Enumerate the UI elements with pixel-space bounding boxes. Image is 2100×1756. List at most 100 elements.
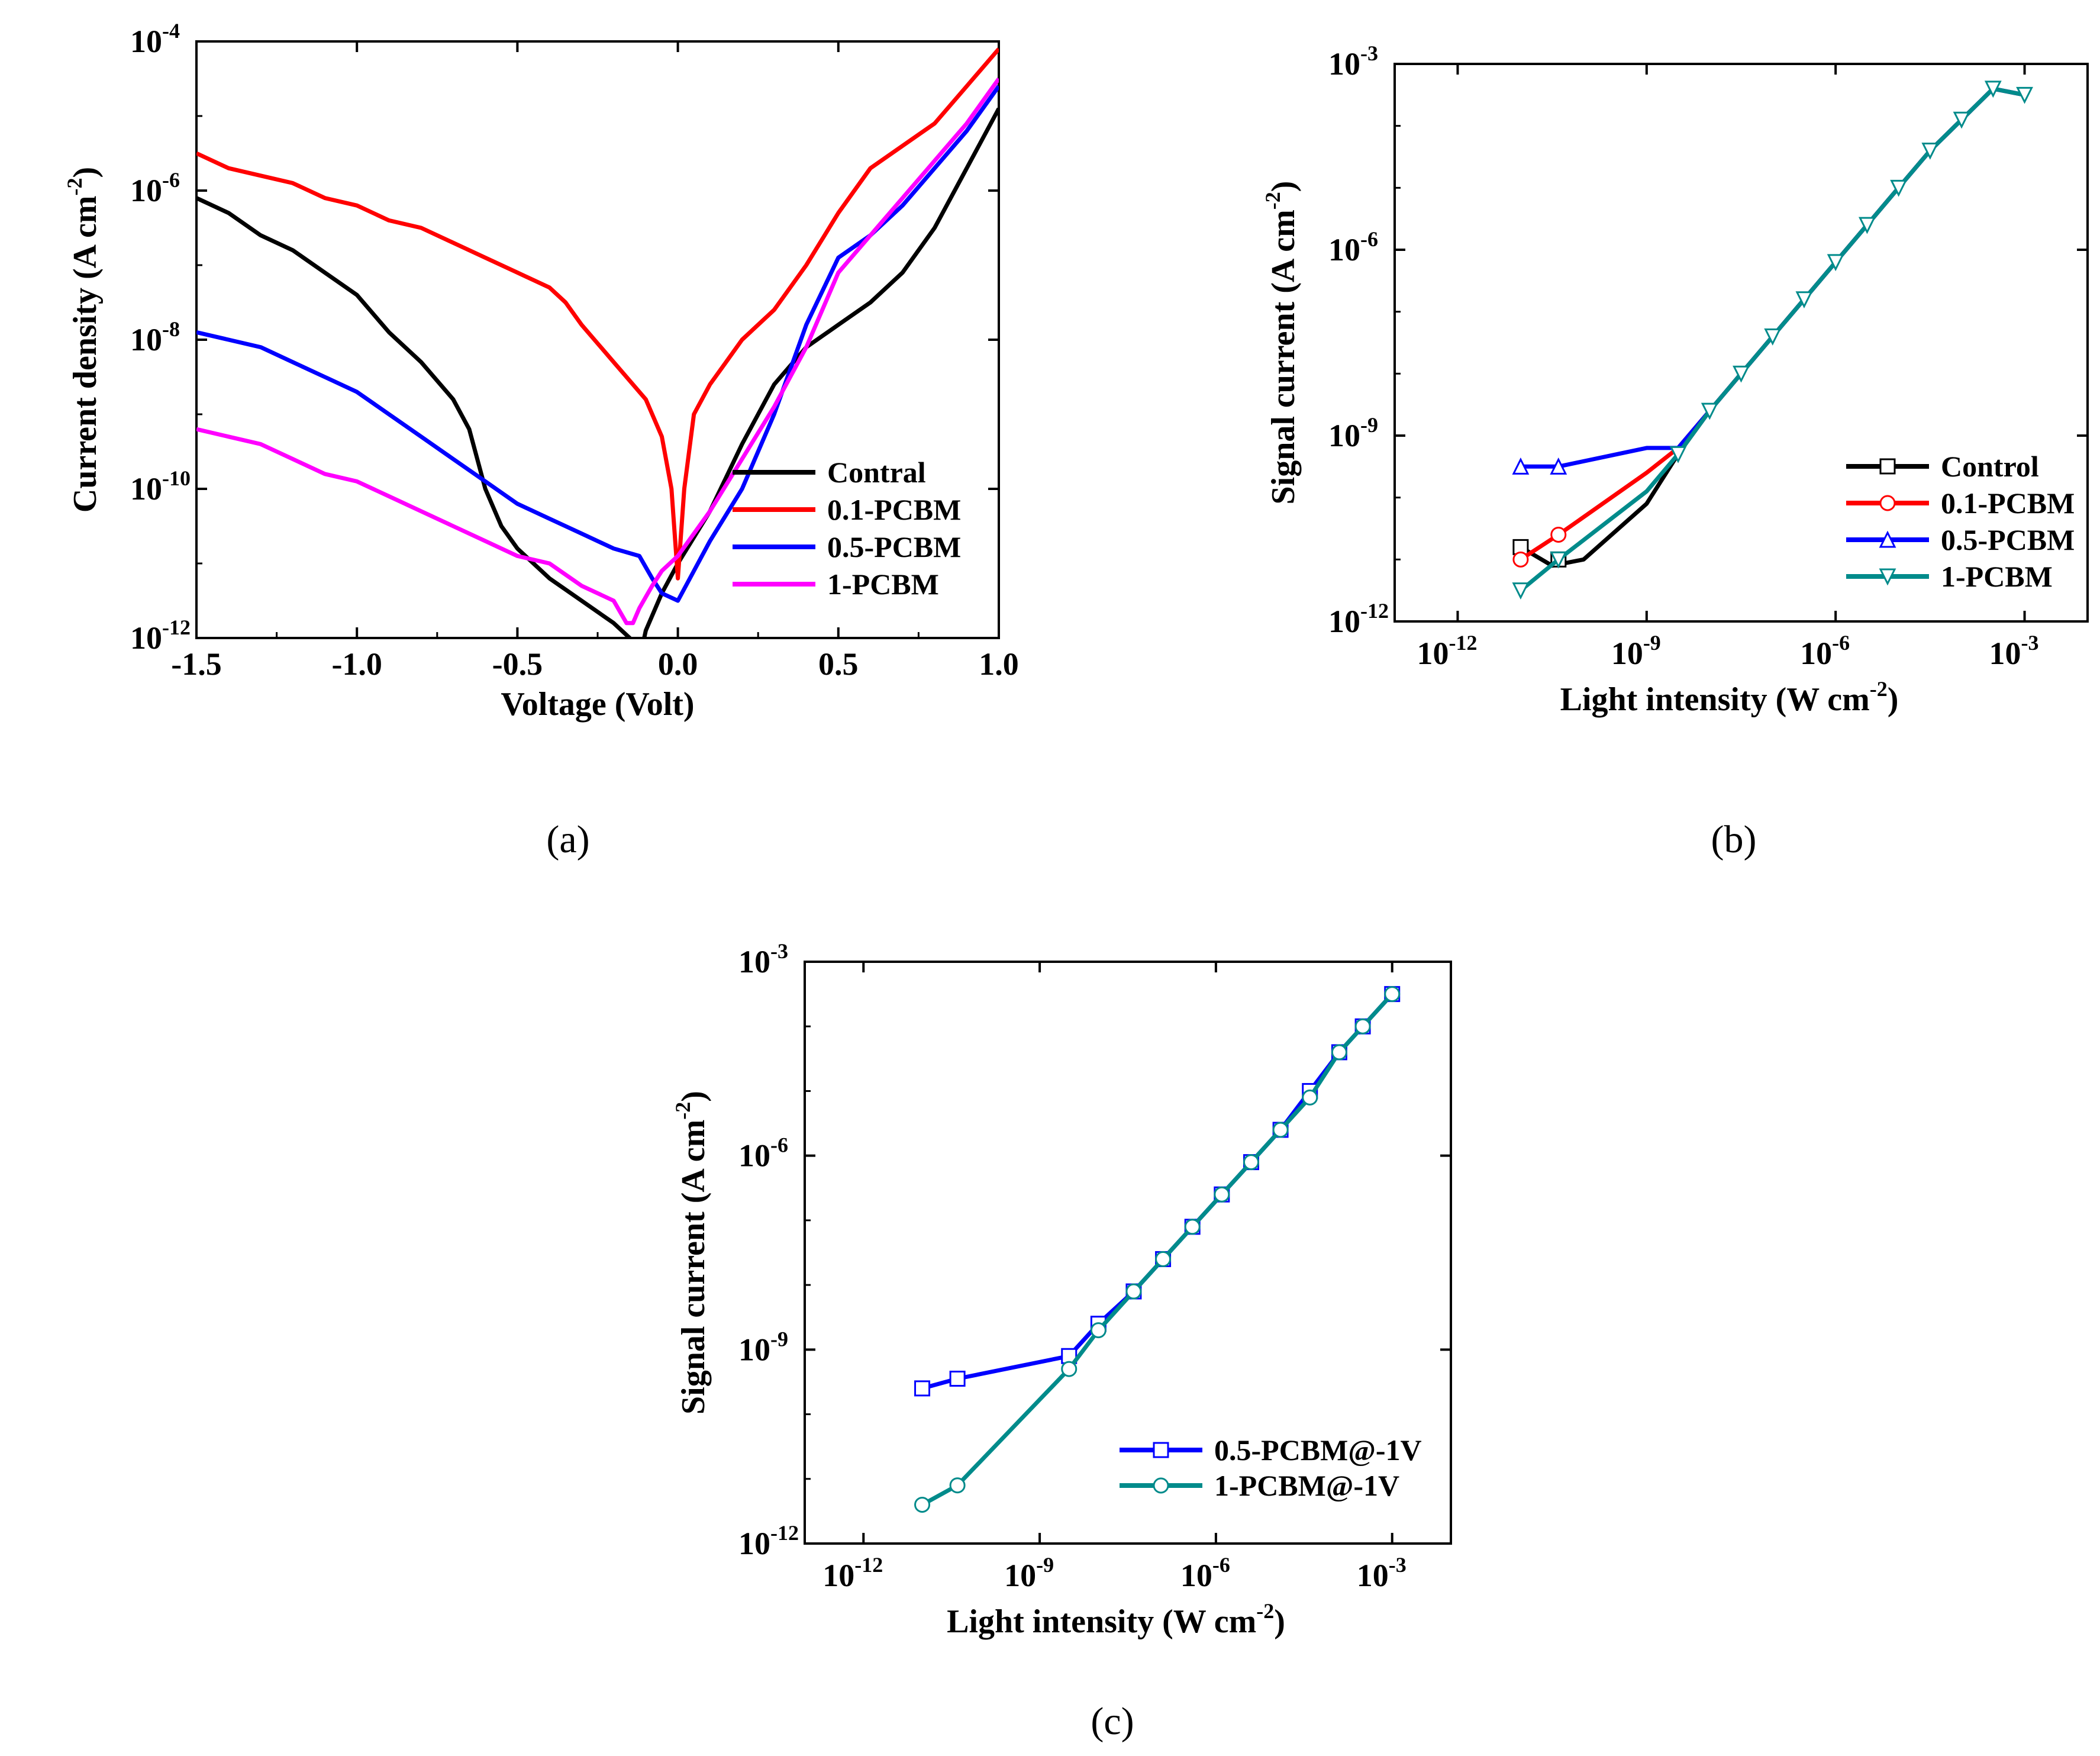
legend-label: 1-PCBM [827,568,939,601]
legend-label: 0.5-PCBM [827,530,961,563]
data-point [1953,111,1970,129]
data-point [1384,986,1401,1003]
chart-b: 10-12 10-9 10-6 10-310-1210-910-610-3Light … [1261,41,2089,861]
legend-marker [1879,568,1896,586]
x-tick-label: 10-12 [1417,631,1477,671]
series-line-0.1-PCBM [196,47,999,581]
legend-label: 1-PCBM@-1V [1214,1469,1399,1502]
plot-frame [1393,63,2089,623]
legend-label: 0.5-PCBM@-1V [1214,1433,1422,1467]
y-tick-label-text: 10-3 [738,939,788,980]
y-tick-label-sup: -12 [162,616,191,639]
legend-marker [1153,1442,1169,1458]
data-point [1512,457,1530,475]
y-tick-label-base: 10 [130,24,162,59]
data-point [949,1477,966,1494]
y-axis-label-sup: -2 [63,178,86,196]
data-point [1155,1251,1172,1267]
series-line-0.5-PCBM@-1V [921,993,1394,1391]
y-tick-label-base: 10 [738,1332,770,1367]
x-tick-label-sup: -9 [1643,631,1661,655]
x-tick-label: 10-3 [1989,631,2039,671]
y-tick-label-sup: -8 [162,317,180,341]
legend-marker [1879,458,1896,475]
x-tick-label-sup: -12 [1449,631,1477,655]
x-tick-label-base: 10 [822,1558,854,1593]
y-tick-label-text: 10-12 [1328,599,1389,639]
x-tick-label: -0.5 [492,646,543,682]
y-tick-label-base: 10 [130,322,162,357]
y-tick-label-sup: -12 [770,1521,799,1545]
y-tick-label: 10-3 [738,939,788,980]
y-tick-label-text: 10-4 [130,19,180,59]
x-tick-label-sup: -3 [2021,631,2039,655]
y-tick-label: 10-3 [1328,41,1378,82]
y-tick-label-text: 10-6 [1328,227,1378,268]
data-point [1858,217,1876,234]
y-tick-label: 10-12 [130,616,191,656]
x-tick-label: 10-6 [1800,631,1850,671]
y-tick-label-text: 10-9 [1328,413,1378,453]
y-tick-label-base: 10 [738,1138,770,1174]
y-tick-label-sup: -6 [1360,227,1378,251]
y-tick-label-base: 10 [1328,232,1360,268]
data-point [1512,551,1529,568]
x-tick-label: 10-9 [1611,631,1661,671]
x-tick-label-base: 10 [1800,636,1832,671]
y-tick-label-text: 10-6 [738,1133,788,1174]
legend-marker [1879,495,1896,511]
x-tick-label: 10-9 [1004,1553,1054,1593]
x-tick-label-text: 10-6 [1800,631,1850,671]
y-tick-label-base: 10 [738,944,770,980]
chart-c: 10-12 10-9 10-6 10-310-1210-910-610-3Light … [671,939,1452,1743]
y-tick-label: 10-6 [1328,227,1378,268]
data-point [949,1370,966,1387]
data-point [1984,80,2002,98]
y-axis-label: Signal current (A cm-2) [671,1091,712,1415]
y-axis-label: Signal current (A cm-2) [1261,181,1302,505]
y-tick-label-base: 10 [130,471,162,507]
data-point [1184,1219,1201,1235]
x-axis-label-close: ) [1274,1603,1285,1640]
x-tick-label: 0.5 [818,646,859,682]
y-tick-label-sup: -9 [770,1327,788,1351]
x-tick-label-base: 10 [1180,1558,1212,1593]
y-tick-label: 10-6 [130,168,180,208]
x-axis-label-base: Light intensity (W cm [947,1603,1256,1640]
y-axis-label-close: ) [1265,181,1302,192]
y-axis-label-base: Signal current (A cm [1265,210,1302,504]
series-line-Contral [196,107,999,638]
data-point [1214,1186,1230,1203]
x-axis-label: Light intensity (W cm-2) [947,1599,1285,1640]
y-tick-label-base: 10 [1328,46,1360,82]
y-tick-label-sup: -3 [1360,41,1378,65]
data-point [1331,1044,1347,1061]
data-point [1243,1154,1259,1171]
x-axis-label-text: Light intensity (W cm-2) [947,1599,1285,1640]
x-axis-label-sup: -2 [1870,677,1888,701]
data-point [1890,179,1908,197]
legend-label: 0.1-PCBM [1941,486,2075,520]
x-tick-label-text: 10-12 [1417,631,1477,671]
data-point [914,1496,931,1513]
data-point [914,1380,931,1397]
plot-frame [804,961,1452,1545]
x-tick-label-text: 10-3 [1989,631,2039,671]
x-axis-label-base: Light intensity (W cm [1560,681,1870,718]
data-point [2016,86,2033,104]
data-point [1272,1122,1289,1138]
data-point [1921,143,1939,160]
data-point [1733,365,1750,383]
data-point [1827,254,1844,272]
y-axis-label-close: ) [67,167,104,178]
x-tick-label-base: 10 [1989,636,2021,671]
y-axis-label-text: Signal current (A cm-2) [1261,181,1302,505]
x-tick-label-sup: -12 [854,1553,883,1577]
y-axis-label-base: Current density (A cm [67,196,104,513]
x-tick-label-text: 10-3 [1357,1553,1407,1593]
legend-label: Control [1941,450,2039,483]
x-tick-label-text: 10-6 [1180,1553,1230,1593]
x-tick-label-base: 10 [1357,1558,1389,1593]
data-point [1669,446,1687,463]
